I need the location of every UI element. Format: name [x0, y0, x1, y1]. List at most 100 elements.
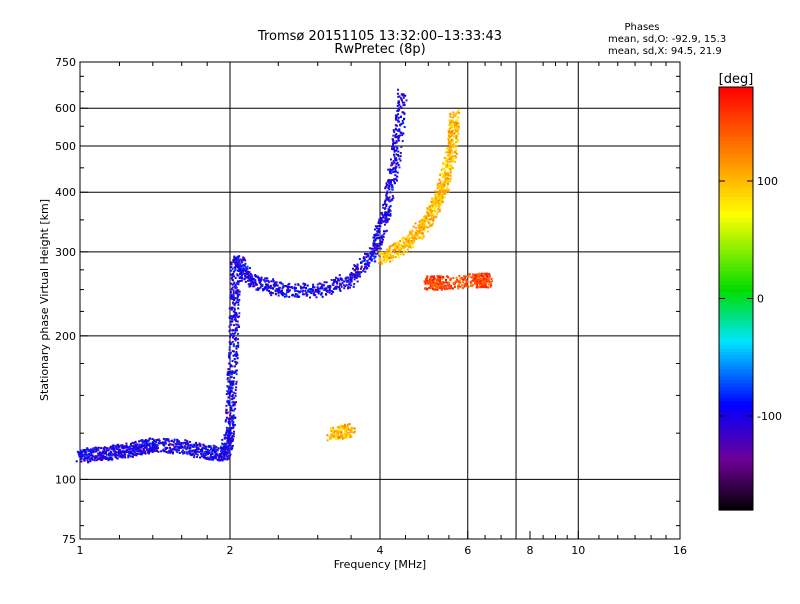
scatter-point: [236, 289, 239, 292]
scatter-point: [169, 443, 172, 446]
scatter-point: [338, 282, 341, 285]
scatter-point: [429, 278, 432, 281]
scatter-point: [176, 450, 179, 453]
scatter-point: [246, 272, 249, 275]
scatter-point: [341, 436, 344, 439]
scatter-point: [205, 445, 208, 448]
scatter-point: [139, 452, 142, 455]
scatter-point: [376, 237, 379, 240]
scatter-point: [474, 273, 477, 276]
scatter-point: [332, 435, 335, 438]
scatter-point: [236, 297, 239, 300]
scatter-point: [337, 426, 340, 429]
x-tick-label: 10: [571, 544, 585, 557]
scatter-point: [388, 257, 391, 260]
scatter-point: [426, 226, 429, 229]
scatter-point: [455, 152, 458, 155]
scatter-point: [394, 117, 397, 120]
scatter-point: [384, 219, 387, 222]
scatter-point: [491, 280, 494, 283]
scatter-point: [426, 211, 429, 214]
scatter-point: [484, 283, 487, 286]
scatter-point: [449, 142, 452, 145]
scatter-point: [186, 447, 189, 450]
scatter-point: [283, 295, 286, 298]
scatter-point: [371, 253, 374, 256]
scatter-point: [149, 449, 152, 452]
scatter-point: [386, 220, 389, 223]
scatter-point: [440, 188, 443, 191]
scatter-point: [233, 310, 236, 313]
scatter-point: [101, 450, 104, 453]
scatter-point: [228, 385, 231, 388]
scatter-point: [347, 287, 350, 290]
scatter-point: [433, 208, 436, 211]
trace-point: [453, 113, 457, 117]
scatter-point: [447, 175, 450, 178]
scatter-point: [286, 285, 289, 288]
scatter-point: [221, 459, 224, 462]
scatter-point: [261, 283, 264, 286]
scatter-point: [235, 286, 238, 289]
scatter-point: [414, 222, 417, 225]
scatter-point: [82, 453, 85, 456]
scatter-point: [472, 275, 475, 278]
scatter-point: [389, 191, 392, 194]
scatter-point: [455, 125, 458, 128]
scatter-point: [402, 132, 405, 135]
scatter-point: [231, 370, 234, 373]
scatter-point: [408, 231, 411, 234]
scatter-point: [437, 276, 440, 279]
scatter-point: [386, 254, 389, 257]
scatter-point: [164, 441, 167, 444]
scatter-point: [455, 130, 458, 133]
colorbar-segment: [719, 175, 753, 180]
scatter-point: [237, 270, 240, 273]
scatter-point: [125, 444, 128, 447]
scatter-point: [323, 289, 326, 292]
scatter-point: [426, 207, 429, 210]
scatter-point: [386, 213, 389, 216]
scatter-point: [334, 276, 337, 279]
scatter-point: [236, 332, 239, 335]
scatter-point: [456, 126, 459, 129]
scatter-point: [422, 217, 425, 220]
colorbar-tick-label: 100: [757, 175, 778, 188]
scatter-point: [244, 262, 247, 265]
scatter-point: [375, 227, 378, 230]
scatter-point: [231, 350, 234, 353]
scatter-point: [383, 207, 386, 210]
scatter-point: [442, 174, 445, 177]
scatter-point: [200, 450, 203, 453]
scatter-point: [366, 260, 369, 263]
scatter-point: [237, 283, 240, 286]
scatter-point: [447, 136, 450, 139]
scatter-point: [108, 448, 111, 451]
scatter-point: [375, 251, 378, 254]
scatter-point: [189, 444, 192, 447]
scatter-point: [385, 203, 388, 206]
scatter-point: [147, 448, 150, 451]
scatter-point: [223, 456, 226, 459]
colorbar-segment: [719, 421, 753, 426]
scatter-point: [379, 252, 382, 255]
scatter-point: [271, 292, 274, 295]
scatter-point: [403, 103, 406, 106]
scatter-point: [138, 450, 141, 453]
scatter-point: [397, 150, 400, 153]
scatter-point: [448, 151, 451, 154]
colorbar-segment: [719, 344, 753, 349]
scatter-point: [237, 301, 240, 304]
scatter-point: [473, 275, 476, 278]
scatter-point: [230, 263, 233, 266]
scatter-point: [369, 257, 372, 260]
scatter-point: [233, 404, 236, 407]
scatter-point: [440, 203, 443, 206]
scatter-point: [231, 397, 234, 400]
scatter-point: [380, 211, 383, 214]
scatter-point: [275, 289, 278, 292]
scatter-point: [406, 235, 409, 238]
scatter-point: [232, 291, 235, 294]
colorbar-segment: [719, 143, 753, 148]
scatter-point: [374, 244, 377, 247]
